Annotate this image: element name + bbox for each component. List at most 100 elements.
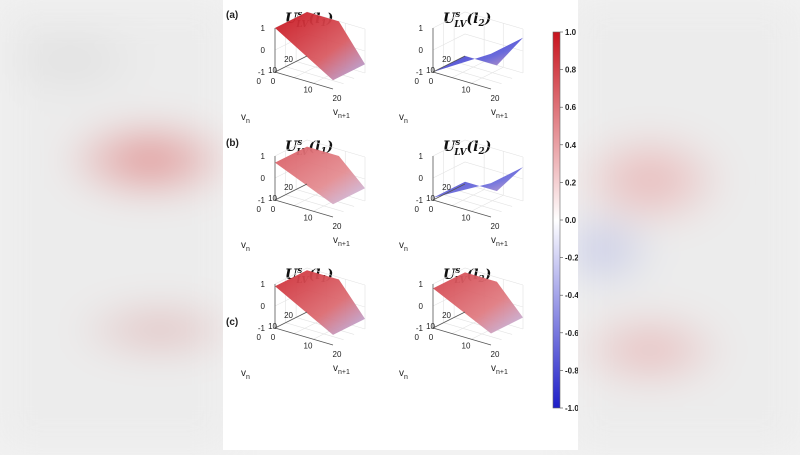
ylabel: vn [399, 368, 408, 381]
y-axis-line [274, 55, 308, 73]
colorbar-tick-label: 0.2 [565, 178, 577, 187]
z-tick-label: 0 [419, 302, 424, 311]
colorbar-tick-label: 0.0 [565, 216, 577, 225]
grid-line [454, 189, 513, 207]
colorbar-tick-label: -1.0 [565, 404, 578, 413]
grid-line [471, 194, 504, 212]
vn-tick-label: 10 [426, 66, 435, 75]
background-blur-right [570, 0, 800, 450]
vn-tick-label: 20 [442, 183, 451, 192]
y-axis-line [274, 311, 308, 329]
colorbar-gradient [552, 31, 561, 409]
ylabel: vn [399, 112, 408, 125]
vn-tick-label: 0 [415, 77, 420, 86]
vn-tick-label: 20 [284, 55, 293, 64]
z-tick-label: 0 [419, 46, 424, 55]
vn-tick-label: 10 [426, 194, 435, 203]
z-tick-label: 1 [261, 280, 266, 289]
x-axis-line [274, 199, 334, 218]
x-axis-line [274, 327, 334, 346]
xlabel: vn+1 [491, 107, 508, 120]
vn1-tick-label: 0 [429, 205, 434, 214]
ylabel: vn [241, 240, 250, 253]
figure: (a)UsLV(l1)10-12010001020vnvn+1UsLV(l2)1… [223, 0, 579, 450]
y-axis-line [432, 311, 466, 329]
z-tick-label: -1 [258, 196, 266, 205]
xlabel: vn+1 [491, 235, 508, 248]
vn1-tick-label: 20 [333, 94, 342, 103]
axes [274, 156, 334, 218]
vn1-tick-label: 20 [491, 94, 500, 103]
axes [274, 28, 334, 90]
vn1-tick-label: 10 [304, 342, 313, 351]
vn1-tick-label: 0 [271, 77, 276, 86]
xlabel: vn+1 [333, 235, 350, 248]
x-axis-line [432, 71, 492, 90]
colorbar-tick-label: 0.8 [565, 66, 577, 75]
axes [274, 284, 334, 346]
z-tick-label: 1 [419, 152, 424, 161]
vn-tick-label: 20 [284, 183, 293, 192]
z-tick-label: -1 [416, 196, 424, 205]
vn-tick-label: 0 [257, 77, 262, 86]
y-axis-line [432, 183, 466, 201]
vn-tick-label: 0 [415, 205, 420, 214]
panel-label: (c) [226, 317, 238, 328]
grid-line [443, 322, 502, 341]
colorbar-tick-label: 1.0 [565, 28, 577, 37]
z-tick-label: 1 [261, 152, 266, 161]
vn-tick-label: 0 [415, 333, 420, 342]
grid-line [443, 194, 502, 213]
vn1-tick-label: 0 [429, 77, 434, 86]
z-tick-label: 0 [261, 174, 266, 183]
axes [432, 28, 492, 90]
axes [432, 284, 492, 346]
vn1-tick-label: 20 [491, 350, 500, 359]
z-tick-label: 1 [261, 24, 266, 33]
z-tick-label: -1 [416, 324, 424, 333]
vn-tick-label: 20 [284, 311, 293, 320]
z-tick-label: 1 [419, 280, 424, 289]
vn1-tick-label: 20 [333, 222, 342, 231]
vn1-tick-label: 20 [333, 350, 342, 359]
xlabel: vn+1 [333, 363, 350, 376]
vn1-tick-label: 10 [304, 214, 313, 223]
surface-patch [275, 12, 365, 81]
surface-patch [275, 270, 365, 335]
grid-line [432, 11, 524, 30]
surface-patch [433, 37, 523, 72]
vn-tick-label: 20 [442, 55, 451, 64]
grid-line [443, 66, 502, 85]
xlabel: vn+1 [333, 107, 350, 120]
z-tick-label: 0 [419, 174, 424, 183]
colorbar-tick-label: -0.8 [565, 366, 578, 375]
grid-line [274, 267, 366, 286]
grid-line [285, 194, 344, 213]
colorbar-tick-label: -0.6 [565, 329, 578, 338]
axes [432, 156, 492, 218]
z-tick-label: -1 [258, 68, 266, 77]
ylabel: vn [241, 112, 250, 125]
vn1-tick-label: 10 [462, 86, 471, 95]
vn-tick-label: 10 [268, 194, 277, 203]
vn1-tick-label: 20 [491, 222, 500, 231]
vn1-tick-label: 0 [429, 333, 434, 342]
panel-label: (a) [226, 10, 238, 21]
ylabel: vn [241, 368, 250, 381]
y-axis-line [432, 55, 466, 73]
grid-line [452, 189, 485, 206]
grid-line [432, 267, 524, 286]
x-axis-line [432, 199, 492, 218]
colorbar: 1.0 0.8 0.6 0.4 0.2 0.0 -0.2 -0.4 -0.6 -0.8 -1.0 [552, 28, 579, 413]
vn-tick-label: 20 [442, 311, 451, 320]
grid-line [454, 61, 513, 79]
y-axis-line [274, 183, 308, 201]
vn1-tick-label: 10 [462, 214, 471, 223]
vn1-tick-label: 0 [271, 333, 276, 342]
